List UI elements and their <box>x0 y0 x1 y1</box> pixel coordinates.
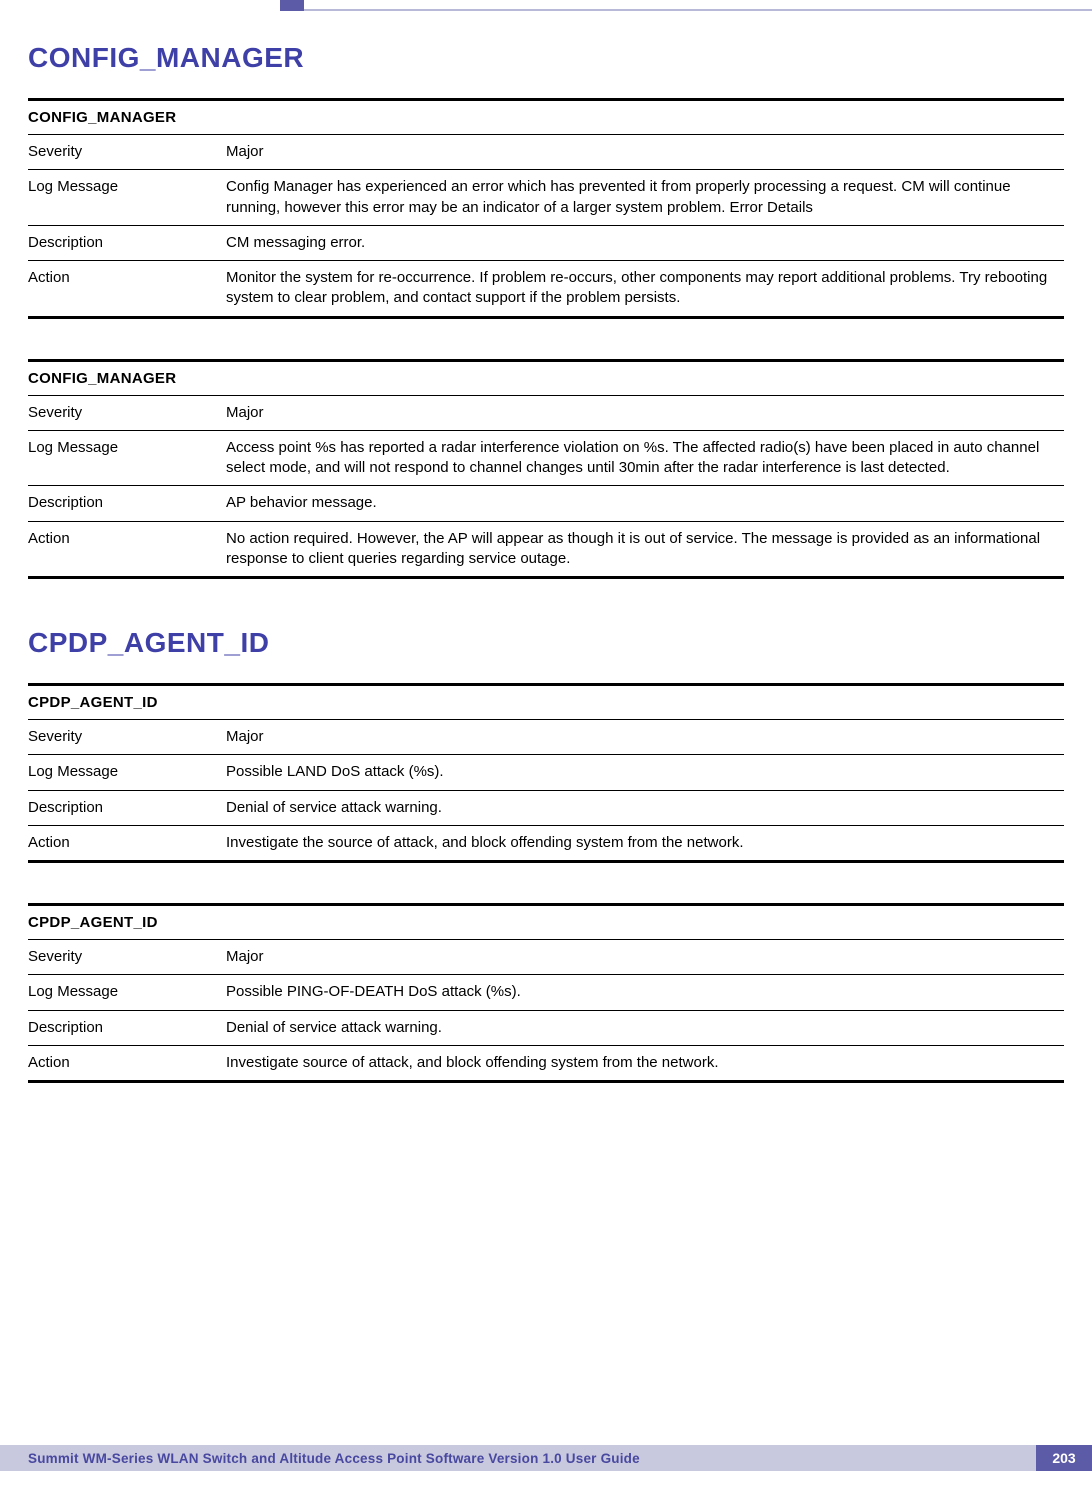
label-log-message: Log Message <box>28 438 226 479</box>
row-severity: Severity Major <box>28 720 1064 755</box>
label-description: Description <box>28 233 226 253</box>
value-log-message: Access point %s has reported a radar int… <box>226 438 1064 479</box>
message-block: CPDP_AGENT_ID Severity Major Log Message… <box>28 683 1064 863</box>
message-block: CONFIG_MANAGER Severity Major Log Messag… <box>28 98 1064 319</box>
section-heading-cpdp-agent-id: CPDP_AGENT_ID <box>28 627 1064 659</box>
value-log-message: Possible PING-OF-DEATH DoS attack (%s). <box>226 982 1064 1002</box>
row-severity: Severity Major <box>28 396 1064 431</box>
value-log-message: Possible LAND DoS attack (%s). <box>226 762 1064 782</box>
block-title: CPDP_AGENT_ID <box>28 903 1064 940</box>
label-action: Action <box>28 833 226 853</box>
value-action: Monitor the system for re-occurrence. If… <box>226 268 1064 309</box>
label-action: Action <box>28 1053 226 1073</box>
value-severity: Major <box>226 403 1064 423</box>
label-log-message: Log Message <box>28 982 226 1002</box>
label-action: Action <box>28 529 226 570</box>
top-accent-bar <box>0 0 1092 12</box>
label-description: Description <box>28 1018 226 1038</box>
value-description: AP behavior message. <box>226 493 1064 513</box>
value-action: Investigate source of attack, and block … <box>226 1053 1064 1073</box>
value-severity: Major <box>226 947 1064 967</box>
top-bar-segment <box>280 0 304 11</box>
value-description: Denial of service attack warning. <box>226 798 1064 818</box>
value-description: Denial of service attack warning. <box>226 1018 1064 1038</box>
row-log-message: Log Message Possible LAND DoS attack (%s… <box>28 755 1064 790</box>
row-severity: Severity Major <box>28 135 1064 170</box>
label-description: Description <box>28 493 226 513</box>
section-heading-config-manager: CONFIG_MANAGER <box>28 42 1064 74</box>
page-content: CONFIG_MANAGER CONFIG_MANAGER Severity M… <box>0 12 1092 1083</box>
row-action: Action Investigate source of attack, and… <box>28 1046 1064 1083</box>
row-action: Action Investigate the source of attack,… <box>28 826 1064 863</box>
label-severity: Severity <box>28 727 226 747</box>
label-log-message: Log Message <box>28 177 226 218</box>
label-action: Action <box>28 268 226 309</box>
row-log-message: Log Message Access point %s has reported… <box>28 431 1064 487</box>
row-severity: Severity Major <box>28 940 1064 975</box>
footer-page-number: 203 <box>1036 1445 1092 1471</box>
top-bar-line <box>304 9 1092 11</box>
row-log-message: Log Message Possible PING-OF-DEATH DoS a… <box>28 975 1064 1010</box>
row-description: Description CM messaging error. <box>28 226 1064 261</box>
row-log-message: Log Message Config Manager has experienc… <box>28 170 1064 226</box>
label-severity: Severity <box>28 403 226 423</box>
page-footer: Summit WM-Series WLAN Switch and Altitud… <box>0 1445 1092 1471</box>
label-severity: Severity <box>28 142 226 162</box>
value-log-message: Config Manager has experienced an error … <box>226 177 1064 218</box>
row-action: Action No action required. However, the … <box>28 522 1064 580</box>
footer-title: Summit WM-Series WLAN Switch and Altitud… <box>0 1445 1036 1471</box>
label-severity: Severity <box>28 947 226 967</box>
message-block: CPDP_AGENT_ID Severity Major Log Message… <box>28 903 1064 1083</box>
value-action: Investigate the source of attack, and bl… <box>226 833 1064 853</box>
row-action: Action Monitor the system for re-occurre… <box>28 261 1064 319</box>
row-description: Description Denial of service attack war… <box>28 791 1064 826</box>
row-description: Description AP behavior message. <box>28 486 1064 521</box>
value-severity: Major <box>226 727 1064 747</box>
value-description: CM messaging error. <box>226 233 1064 253</box>
value-action: No action required. However, the AP will… <box>226 529 1064 570</box>
label-log-message: Log Message <box>28 762 226 782</box>
label-description: Description <box>28 798 226 818</box>
message-block: CONFIG_MANAGER Severity Major Log Messag… <box>28 359 1064 580</box>
row-description: Description Denial of service attack war… <box>28 1011 1064 1046</box>
block-title: CONFIG_MANAGER <box>28 359 1064 396</box>
block-title: CPDP_AGENT_ID <box>28 683 1064 720</box>
block-title: CONFIG_MANAGER <box>28 98 1064 135</box>
value-severity: Major <box>226 142 1064 162</box>
